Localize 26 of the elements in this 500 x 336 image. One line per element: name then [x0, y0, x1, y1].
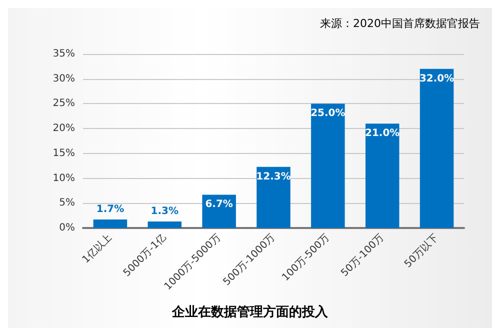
bar [256, 166, 290, 228]
y-tick-label: 30% [52, 73, 75, 84]
y-tick-label: 25% [52, 98, 75, 110]
x-tick-label: 1亿以上 [80, 231, 114, 266]
y-tick-label: 15% [52, 148, 75, 159]
text: 企业在数据管理方面的投入 [171, 304, 329, 320]
bar [93, 220, 128, 228]
data-label: 21.0% [365, 128, 400, 140]
y-tick-label: 0% [59, 222, 75, 234]
source-note: 来源：2020中国首席数据官报告 [320, 17, 480, 30]
data-label: 1.7% [96, 204, 124, 216]
data-label: 25.0% [310, 108, 346, 120]
y-tick-label: 10% [52, 172, 75, 184]
bar [365, 124, 400, 228]
bar [202, 194, 236, 228]
x-tick-label: 50万以下 [402, 231, 441, 270]
y-tick-label: 20% [52, 123, 75, 134]
bar [148, 222, 182, 228]
data-label: 32.0% [419, 73, 454, 84]
y-tick-label: 5% [59, 198, 75, 209]
y-tick-label: 35% [52, 48, 75, 60]
bar [420, 68, 454, 228]
data-label: 6.7% [205, 199, 233, 210]
data-label: 1.3% [150, 206, 179, 218]
bar [311, 104, 345, 228]
data-label: 12.3% [256, 171, 291, 182]
